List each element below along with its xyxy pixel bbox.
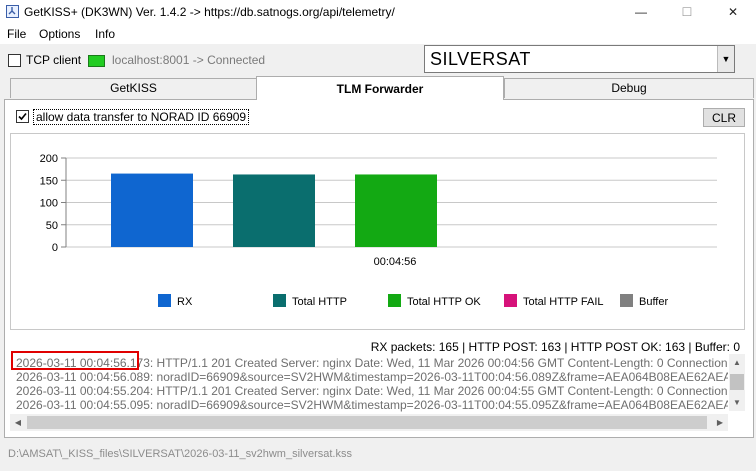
tab-tlm-forwarder[interactable]: TLM Forwarder: [256, 76, 504, 100]
legend-label: Total HTTP FAIL: [523, 296, 604, 308]
legend-swatch: [158, 294, 171, 307]
x-category-label: 00:04:56: [374, 256, 417, 268]
y-tick-label: 50: [46, 220, 58, 232]
clear-button[interactable]: CLR: [703, 108, 745, 127]
bar-total-http: [233, 174, 315, 247]
menu-bar: [0, 24, 756, 44]
tab-debug[interactable]: Debug: [504, 78, 754, 98]
bar-total-http-ok: [355, 174, 437, 247]
connection-status-text: localhost:8001 -> Connected: [112, 53, 266, 67]
log-panel: 2026-03-11 00:04:56.173: HTTP/1.1 201 Cr…: [10, 352, 728, 416]
legend-swatch: [388, 294, 401, 307]
scroll-right-icon[interactable]: ▶: [716, 418, 724, 427]
window-title: GetKISS+ (DK3WN) Ver. 1.4.2 -> https://d…: [24, 5, 395, 19]
minimize-button[interactable]: —: [618, 0, 664, 24]
legend-label: Total HTTP: [292, 296, 347, 308]
satellite-select-value: SILVERSAT: [430, 49, 531, 69]
telemetry-bar-chart: 0 50 100 150 200 00:04:56 RX Total HTTP Total HT…: [40, 153, 717, 308]
horizontal-scroll-thumb[interactable]: [27, 416, 707, 429]
y-tick-label: 150: [40, 175, 58, 187]
log-vertical-scrollbar[interactable]: ▲ ▼: [729, 354, 745, 411]
allow-transfer-label[interactable]: allow data transfer to NORAD ID 66909: [33, 109, 250, 125]
satellite-select[interactable]: SILVERSAT ▼: [424, 45, 735, 73]
y-tick-label: 0: [52, 242, 58, 254]
satellite-app-icon: [6, 5, 19, 18]
scroll-down-icon[interactable]: ▼: [733, 398, 741, 407]
y-tick-label: 100: [40, 198, 58, 210]
timestamp-highlight: [11, 351, 139, 370]
legend-label: Total HTTP OK: [407, 296, 481, 308]
maximize-icon: ☐: [681, 5, 693, 19]
vertical-scroll-thumb[interactable]: [730, 374, 744, 390]
connection-status-led: [88, 55, 105, 67]
close-icon: ✕: [727, 5, 739, 19]
log-line: 2026-03-11 00:04:56.173: HTTP/1.1 201 Cr…: [16, 356, 728, 370]
tcp-client-label: TCP client: [26, 53, 82, 67]
scroll-left-icon[interactable]: ◀: [14, 418, 22, 427]
bar-rx: [111, 173, 193, 247]
dropdown-arrow-icon[interactable]: ▼: [717, 46, 734, 72]
menu-file[interactable]: File: [7, 27, 27, 41]
legend-swatch: [620, 294, 633, 307]
log-line: 2026-03-11 00:04:55.095: noradID=66909&s…: [16, 398, 728, 412]
tcp-client-checkbox[interactable]: [8, 54, 21, 67]
chart-panel: 0 50 100 150 200 00:04:56 RX Total HTTP Total HT…: [10, 133, 745, 330]
checkmark-icon: [18, 112, 27, 121]
minimize-icon: —: [635, 5, 647, 19]
title-bar: [0, 0, 756, 24]
menu-info[interactable]: Info: [95, 27, 116, 41]
maximize-button[interactable]: ☐: [664, 0, 710, 24]
scroll-up-icon[interactable]: ▲: [733, 358, 741, 367]
log-line: 2026-03-11 00:04:56.089: noradID=66909&s…: [16, 370, 728, 384]
legend-label: Buffer: [639, 296, 668, 308]
allow-transfer-checkbox[interactable]: [16, 110, 29, 123]
menu-options[interactable]: Options: [39, 27, 81, 41]
status-bar-path: D:\AMSAT\_KISS_files\SILVERSAT\2026-03-1…: [8, 448, 352, 460]
log-horizontal-scrollbar[interactable]: ◀ ▶: [10, 414, 728, 431]
y-tick-label: 200: [40, 153, 58, 165]
close-button[interactable]: ✕: [710, 0, 756, 24]
log-line: 2026-03-11 00:04:55.204: HTTP/1.1 201 Cr…: [16, 384, 728, 398]
legend-label: RX: [177, 296, 193, 308]
legend-swatch: [273, 294, 286, 307]
stats-summary: RX packets: 165 | HTTP POST: 163 | HTTP …: [370, 340, 740, 354]
legend-swatch: [504, 294, 517, 307]
tab-getkiss[interactable]: GetKISS: [10, 78, 257, 98]
